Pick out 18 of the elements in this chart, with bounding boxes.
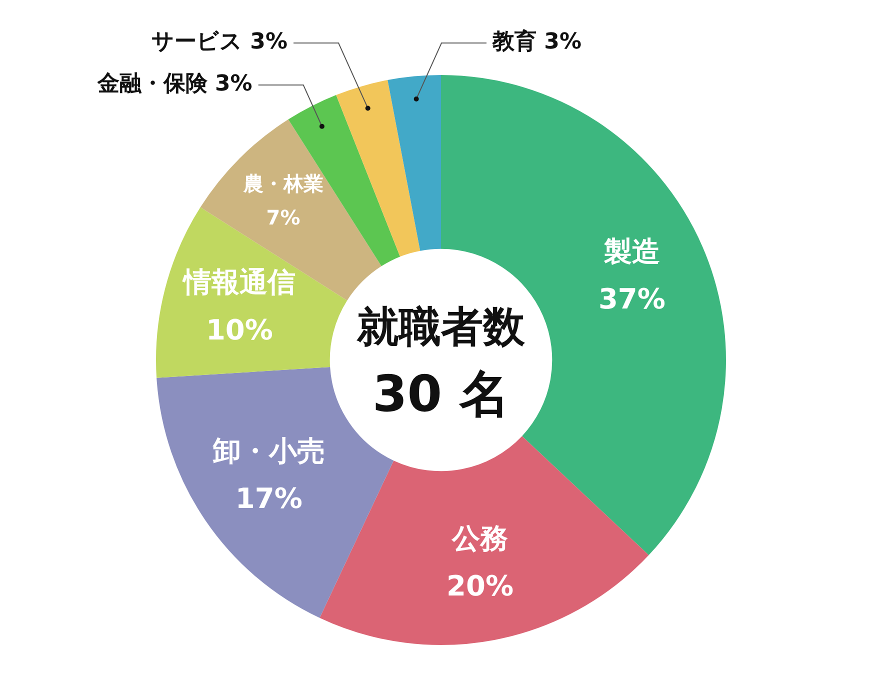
slice-label: 製造 (602, 234, 660, 268)
data-label: 3% (250, 30, 288, 55)
data-label: 17% (235, 482, 302, 516)
slice-label: 情報通信 (181, 266, 296, 299)
data-label: 37% (598, 282, 666, 316)
slice-label: 公務 (450, 522, 508, 555)
slice-label: 金融・保険 (96, 72, 208, 97)
text: 30 名 (372, 364, 510, 423)
data-label: 10% (206, 313, 273, 346)
data-label: 20% (446, 569, 514, 602)
data-label: 3% (544, 30, 582, 55)
slice-label: 農・林業 (242, 171, 324, 196)
text: 就職者数 (356, 302, 526, 351)
slice-label: 教育 (492, 28, 537, 55)
data-label: 3% (214, 72, 252, 97)
data-label: 7% (266, 205, 300, 230)
slice-label: 卸・小売 (212, 434, 325, 468)
slice-label: サービス (151, 30, 242, 55)
